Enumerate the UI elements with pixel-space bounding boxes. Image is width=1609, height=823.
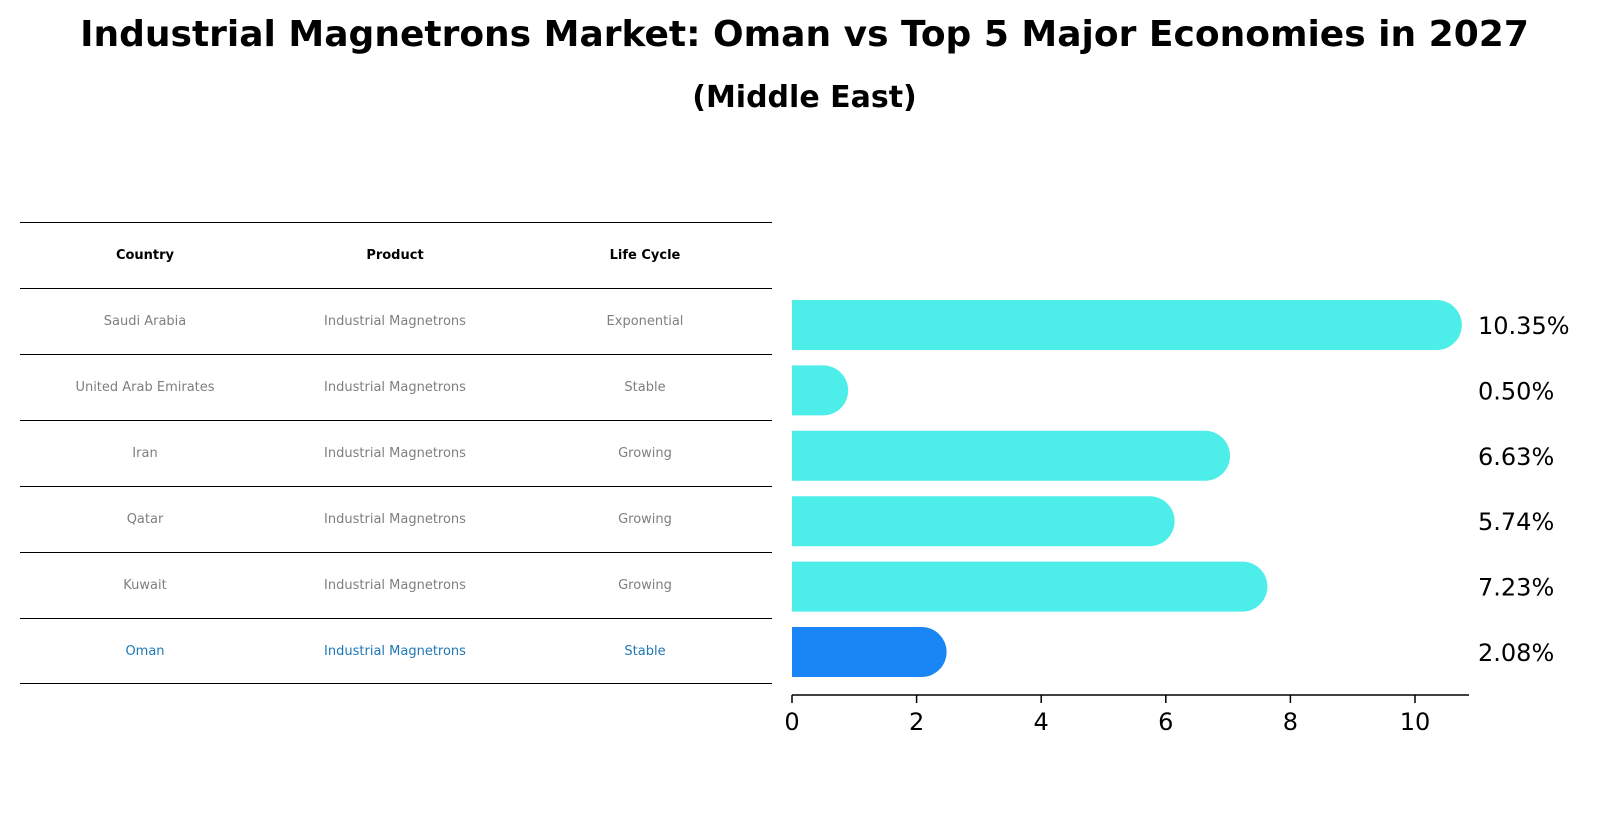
cell-life-cycle: Stable <box>624 380 666 395</box>
cell-life-cycle: Growing <box>618 578 672 593</box>
data-table: Country Product Life Cycle Saudi Arabia … <box>20 222 772 684</box>
value-label: 7.23% <box>1478 574 1554 602</box>
value-label: 5.74% <box>1478 508 1554 536</box>
value-label: 0.50% <box>1478 377 1554 405</box>
bar-oman <box>792 627 947 677</box>
value-label: 2.08% <box>1478 639 1554 667</box>
x-tick-label: 6 <box>1158 708 1173 736</box>
cell-country: Kuwait <box>123 578 167 593</box>
x-tick-label: 4 <box>1034 708 1049 736</box>
table-row: Qatar Industrial Magnetrons Growing <box>20 486 772 552</box>
table-header-row: Country Product Life Cycle <box>20 222 772 288</box>
bar-kuwait <box>792 561 1268 612</box>
value-label: 6.63% <box>1478 443 1554 471</box>
table-row: United Arab Emirates Industrial Magnetro… <box>20 354 772 420</box>
bar-united-arab-emirates <box>792 365 849 416</box>
cell-country: Iran <box>132 446 158 461</box>
header-product: Product <box>366 248 424 263</box>
cell-product: Industrial Magnetrons <box>324 578 466 593</box>
cell-country: Saudi Arabia <box>103 314 187 329</box>
header-country: Country <box>115 248 175 263</box>
cell-life-cycle: Stable <box>624 643 666 659</box>
table-row: Kuwait Industrial Magnetrons Growing <box>20 552 772 618</box>
table-row-highlight: Oman Industrial Magnetrons Stable <box>20 618 772 684</box>
cell-life-cycle: Growing <box>618 446 672 461</box>
header-life-cycle: Life Cycle <box>609 248 681 263</box>
cell-product: Industrial Magnetrons <box>324 314 466 329</box>
bar-saudi-arabia <box>792 300 1462 350</box>
cell-life-cycle: Exponential <box>606 314 684 329</box>
cell-country: Oman <box>125 643 165 659</box>
cell-country: Qatar <box>126 512 164 527</box>
cell-product: Industrial Magnetrons <box>324 380 466 395</box>
cell-life-cycle: Growing <box>618 512 672 527</box>
x-tick-label: 0 <box>784 708 799 736</box>
cell-product: Industrial Magnetrons <box>324 512 466 527</box>
bar-qatar <box>792 496 1175 547</box>
bar-iran <box>792 430 1231 481</box>
table-row: Saudi Arabia Industrial Magnetrons Expon… <box>20 288 772 354</box>
x-tick-label: 10 <box>1400 708 1431 736</box>
x-tick-label: 2 <box>909 708 924 736</box>
x-tick-label: 8 <box>1283 708 1298 736</box>
cell-product: Industrial Magnetrons <box>324 446 466 461</box>
table-row: Iran Industrial Magnetrons Growing <box>20 420 772 486</box>
cell-country: United Arab Emirates <box>75 380 215 395</box>
value-label: 10.35% <box>1478 312 1570 340</box>
chart-subtitle: (Middle East) <box>692 80 917 115</box>
chart-title: Industrial Magnetrons Market: Oman vs To… <box>80 14 1529 55</box>
cell-product: Industrial Magnetrons <box>324 643 466 659</box>
